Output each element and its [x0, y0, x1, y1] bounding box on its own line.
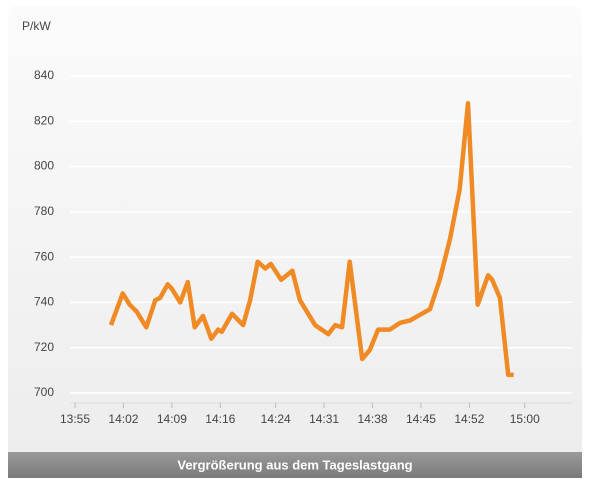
x-tick-label: 14:02 [108, 412, 138, 426]
y-tick-label: 840 [34, 68, 54, 82]
x-tick-label: 14:45 [406, 412, 436, 426]
y-axis-label: P/kW [22, 19, 51, 33]
y-tick-label: 700 [34, 385, 54, 399]
y-tick-label: 780 [34, 204, 54, 218]
x-tick-label: 14:16 [205, 412, 235, 426]
panel [8, 6, 582, 478]
x-tick-label: 13:55 [60, 412, 90, 426]
x-tick-label: 15:00 [510, 412, 540, 426]
x-tick-label: 14:52 [454, 412, 484, 426]
caption-bar [8, 452, 582, 478]
y-tick-label: 740 [34, 295, 54, 309]
y-tick-label: 800 [34, 159, 54, 173]
y-tick-label: 760 [34, 249, 54, 263]
x-tick-label: 14:31 [309, 412, 339, 426]
y-tick-label: 720 [34, 340, 54, 354]
x-tick-label: 14:09 [157, 412, 187, 426]
x-tick-label: 14:38 [358, 412, 388, 426]
caption: Vergrößerung aus dem Tageslastgang [177, 457, 412, 472]
data-line [108, 100, 514, 378]
y-tick-label: 820 [34, 113, 54, 127]
x-tick-label: 14:24 [261, 412, 291, 426]
